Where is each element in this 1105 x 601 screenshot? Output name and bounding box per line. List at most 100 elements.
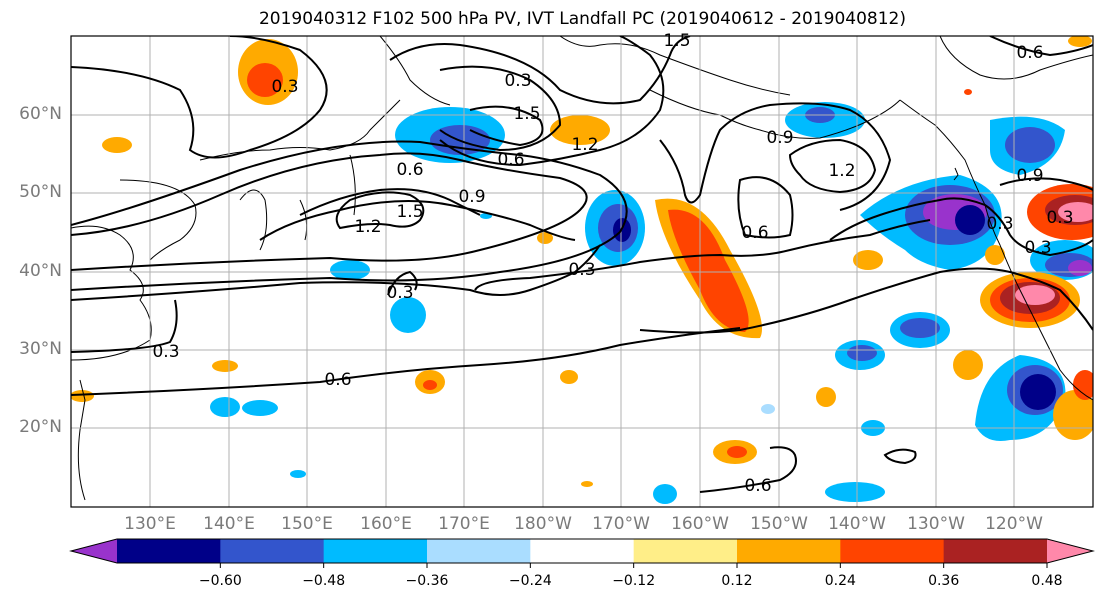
- contour-line: [639, 267, 1093, 334]
- colorbar: −0.60 −0.48 −0.36 −0.24 −0.12 0.12 0.24 0.36 0.4…: [69, 538, 1095, 589]
- ivt-contours: [71, 36, 1093, 493]
- contour-label: 0.3: [271, 77, 298, 97]
- negative-anomaly-mid-east: [835, 312, 950, 370]
- contour-label: 0.3: [986, 214, 1013, 234]
- contour-label: 0.3: [568, 260, 595, 280]
- positive-anomaly-southeast: [1053, 370, 1093, 440]
- colorbar-extend-high: [1047, 539, 1093, 563]
- map-frame: [70, 35, 1094, 508]
- lon-label: 170°W: [592, 514, 650, 534]
- contour-line: [883, 448, 917, 465]
- contour-line: [829, 197, 1093, 257]
- colorbar-bin: [427, 539, 531, 563]
- colorbar-tick-label: −0.24: [509, 573, 552, 589]
- negative-anomaly-central: [585, 190, 645, 266]
- lon-label: 180°W: [514, 514, 572, 534]
- positive-anomaly-streak: [655, 198, 762, 339]
- colorbar-outline: [69, 538, 1095, 564]
- contour-line: [299, 188, 481, 216]
- lon-label: 120°W: [985, 514, 1043, 534]
- lon-label: 140°W: [828, 514, 886, 534]
- negative-anomaly-small-b: [390, 297, 426, 333]
- figure-title: 2019040312 F102 500 hPa PV, IVT Landfall…: [258, 9, 906, 29]
- positive-anomaly-small-b: [853, 250, 883, 270]
- contour-label: 1.2: [571, 135, 598, 155]
- positive-anomaly-bering: [550, 115, 610, 145]
- lon-label: 130°E: [124, 514, 176, 534]
- colorbar-bin: [117, 539, 221, 563]
- lon-label: 170°E: [438, 514, 490, 534]
- positive-anomaly-upper-left: [238, 39, 298, 105]
- colorbar-bin: [220, 539, 325, 563]
- colorbar-bin: [633, 539, 738, 563]
- contour-line: [71, 36, 328, 159]
- contour-line: [737, 176, 794, 239]
- colorbar-tick-label: 0.24: [825, 573, 856, 589]
- contour-label: 0.3: [152, 342, 179, 362]
- contour-label: 0.6: [324, 370, 351, 390]
- contour-label: 1.2: [354, 217, 381, 237]
- colorbar-tick-label: 0.48: [1031, 573, 1062, 589]
- contour-line: [71, 152, 588, 271]
- contour-label: 0.6: [1016, 43, 1043, 63]
- negative-anomaly-southwest: [210, 397, 278, 417]
- positive-anomaly-small-c: [985, 245, 1005, 265]
- kamchatka: [349, 154, 356, 216]
- negative-anomaly-alaska: [785, 102, 865, 138]
- lat-label: 60°N: [19, 104, 62, 124]
- positive-anomaly-small-d: [953, 350, 983, 380]
- contour-label: 1.2: [828, 161, 855, 181]
- contour-line: [999, 177, 1093, 191]
- colorbar-bin: [943, 539, 1048, 563]
- siberia-coast: [379, 36, 451, 106]
- positive-anomaly-northeast: [964, 36, 1093, 240]
- colorbar-tick-label: −0.12: [612, 573, 655, 589]
- contour-label: 0.6: [497, 150, 524, 170]
- lat-label: 30°N: [19, 339, 62, 359]
- lon-label: 150°W: [750, 514, 808, 534]
- contour-label: 1.5: [513, 104, 540, 124]
- contour-line: [474, 219, 931, 291]
- contour-line: [335, 191, 425, 230]
- contour-line: [788, 138, 877, 194]
- contour-label: 1.5: [396, 202, 423, 222]
- lon-label: 160°E: [360, 514, 412, 534]
- colorbar-tick-label: −0.60: [199, 573, 242, 589]
- contour-label: 0.9: [458, 187, 485, 207]
- positive-anomaly-south: [581, 440, 757, 487]
- colorbar-tick-label: 0.36: [928, 573, 959, 589]
- asia-mainland-coast: [71, 225, 152, 361]
- contour-label: 0.3: [386, 283, 413, 303]
- contour-line: [389, 36, 691, 105]
- contour-line: [699, 446, 797, 493]
- sakhalin: [299, 199, 308, 241]
- colorbar-bin: [840, 539, 945, 563]
- negative-anomaly-southeast: [975, 355, 1066, 441]
- contour-label: 0.6: [741, 223, 768, 243]
- negative-anomaly-south: [290, 213, 885, 504]
- contour-label: 1.5: [663, 31, 690, 51]
- contour-label: 0.6: [396, 160, 423, 180]
- contour-label: 0.3: [504, 71, 531, 91]
- lon-label: 140°E: [203, 514, 255, 534]
- north-america-west-coast: [899, 99, 1093, 401]
- contour-label: 0.3: [1046, 208, 1073, 228]
- contour-line: [989, 36, 1093, 57]
- positive-anomaly-southwest: [71, 360, 578, 402]
- lat-label: 20°N: [19, 417, 62, 437]
- contour-label: 0.9: [766, 128, 793, 148]
- contour-line: [659, 102, 892, 211]
- contour-line: [259, 200, 576, 241]
- negative-anomaly-small-a: [330, 260, 370, 280]
- contour-line: [71, 140, 628, 291]
- positive-anomaly-california: [980, 272, 1080, 328]
- contour-line: [439, 65, 562, 152]
- positive-anomaly-small-e: [816, 387, 836, 407]
- lat-label: 50°N: [19, 182, 62, 202]
- lon-label: 160°W: [671, 514, 729, 534]
- colorbar-bin: [530, 539, 635, 563]
- contour-label: 0.9: [1016, 166, 1043, 186]
- positive-anomaly-west: [102, 137, 132, 153]
- alaska-south-coast: [649, 89, 901, 139]
